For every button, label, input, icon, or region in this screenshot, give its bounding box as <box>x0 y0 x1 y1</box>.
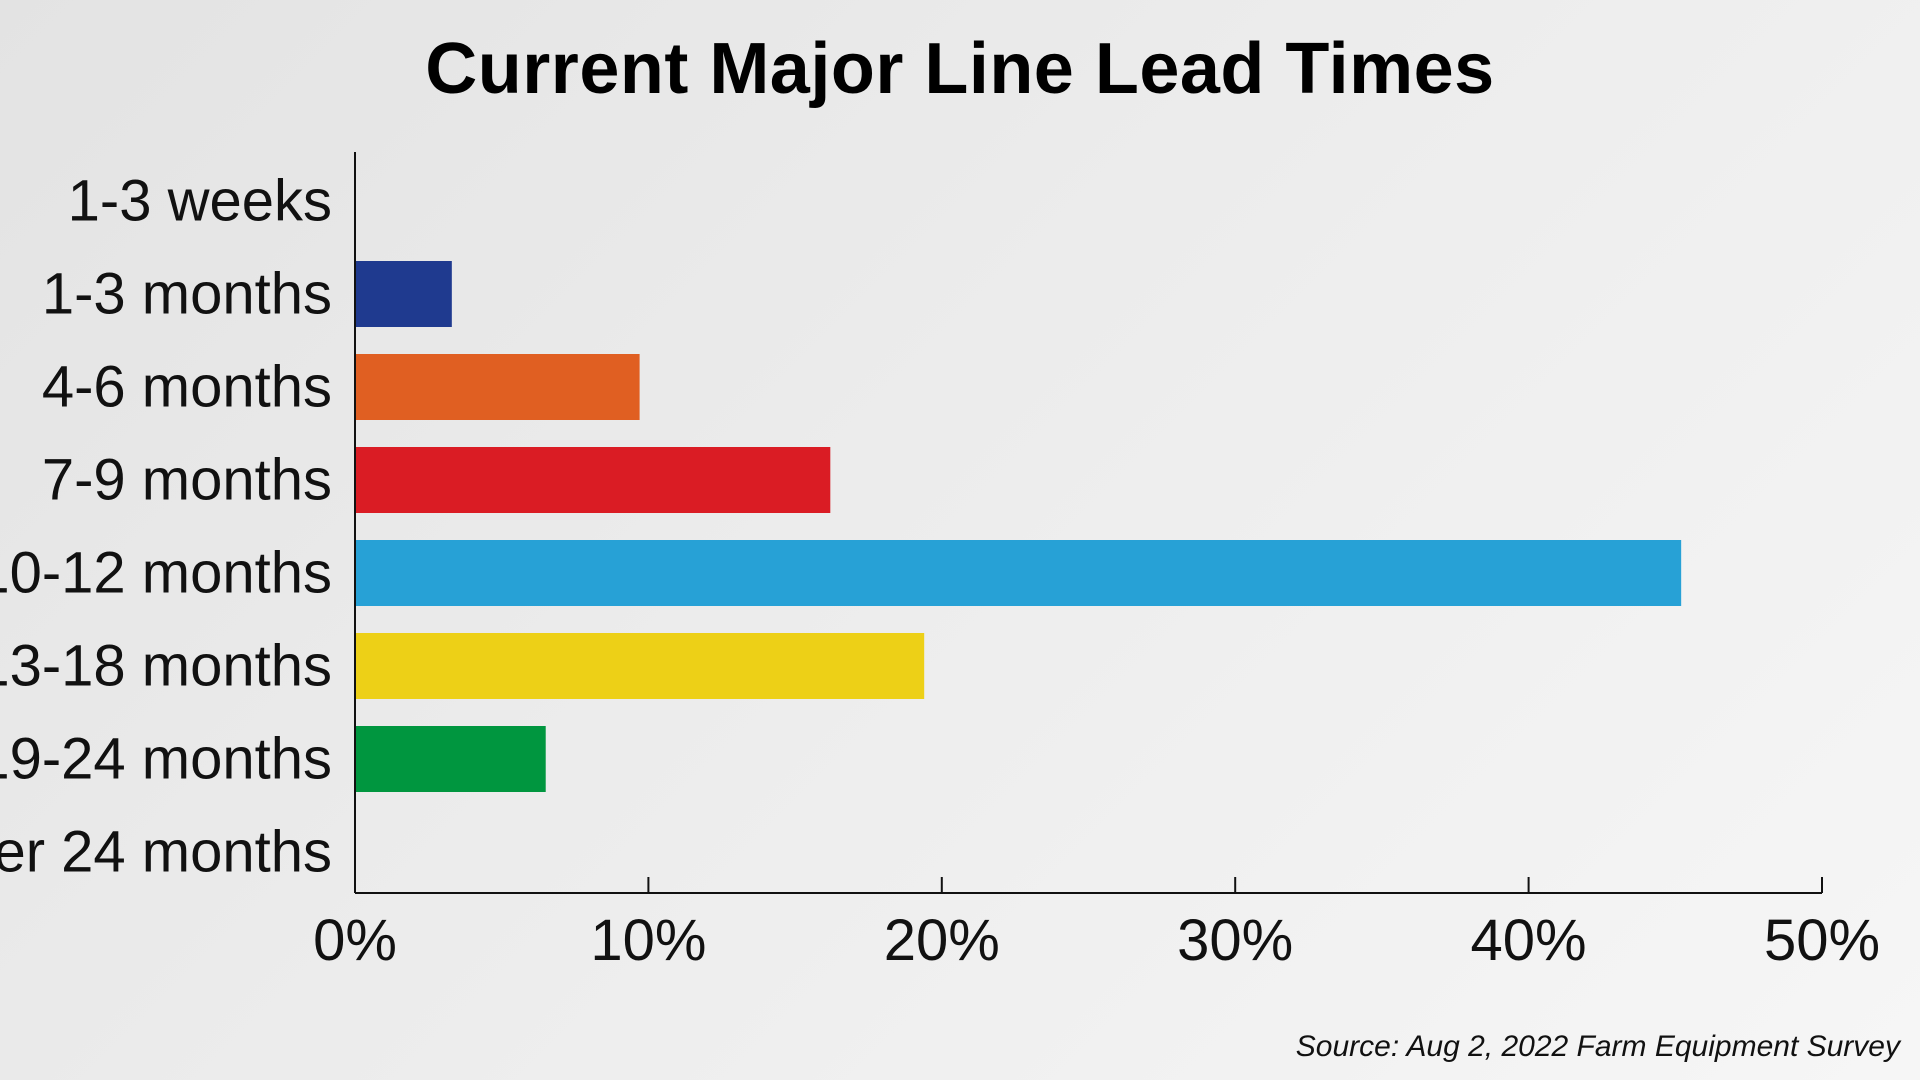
category-label: 1-3 weeks <box>68 169 332 234</box>
x-tick-label: 10% <box>590 908 706 973</box>
category-label: 10-12 months <box>0 541 332 606</box>
source-note: Source: Aug 2, 2022 Farm Equipment Surve… <box>1295 1030 1900 1063</box>
x-tick-label: 50% <box>1764 908 1880 973</box>
bar-4-6-months <box>355 354 640 420</box>
category-label: 1-3 months <box>42 262 332 327</box>
x-tick-label: 20% <box>884 908 1000 973</box>
bar-1-3-months <box>355 261 452 327</box>
category-label: 4-6 months <box>42 355 332 420</box>
bar-19-24-months <box>355 726 546 792</box>
category-label: 19-24 months <box>0 727 332 792</box>
chart-title: Current Major Line Lead Times <box>425 29 1495 109</box>
bar-10-12-months <box>355 540 1682 606</box>
bar-13-18-months <box>355 633 925 699</box>
x-tick-label: 0% <box>313 908 397 973</box>
bar-7-9-months <box>355 447 831 513</box>
x-tick-label: 40% <box>1471 908 1587 973</box>
category-label: 13-18 months <box>0 634 332 699</box>
x-tick-label: 30% <box>1177 908 1293 973</box>
category-label: 7-9 months <box>42 448 332 513</box>
category-label: Over 24 months <box>0 820 332 885</box>
